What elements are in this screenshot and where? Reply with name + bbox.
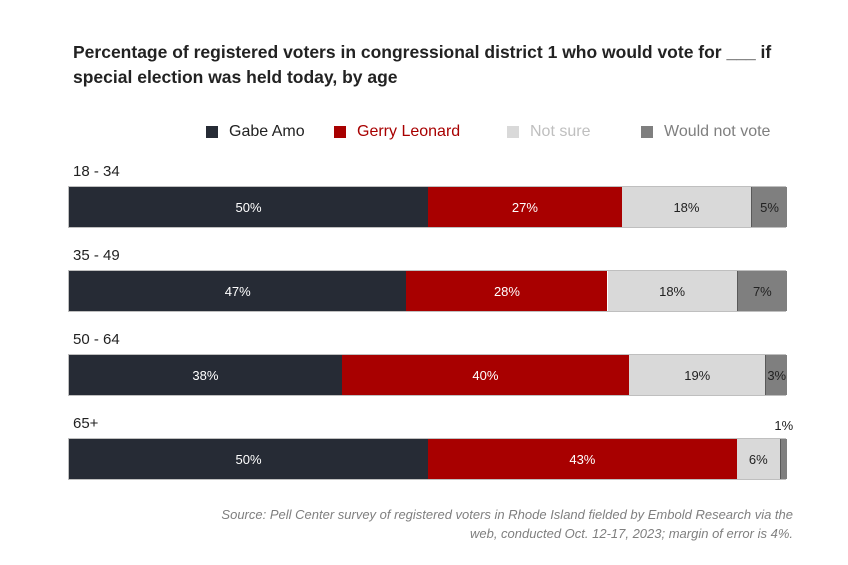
data-label: 1% — [774, 418, 794, 433]
bar-segment-gerry-leonard: 27% — [428, 187, 622, 227]
legend-label: Would not vote — [664, 123, 771, 140]
bar-segment-gerry-leonard: 43% — [428, 439, 737, 479]
category-label: 50 - 64 — [73, 331, 120, 348]
data-label: 5% — [760, 199, 779, 215]
bar-segment-would-not-vote: 3% — [765, 355, 787, 395]
bar-segment-gerry-leonard: 28% — [406, 271, 608, 311]
data-label: 18% — [659, 283, 686, 299]
bar-segment-gabe-amo: 50% — [69, 187, 428, 227]
bar-segment-gabe-amo: 47% — [69, 271, 407, 311]
chart-title: Percentage of registered voters in congr… — [73, 42, 772, 87]
bar-row: 47% 28% 18% 7% — [68, 270, 787, 312]
legend-swatch — [507, 126, 519, 138]
legend-item-not-sure: Not sure — [507, 122, 590, 142]
legend-label: Gerry Leonard — [357, 123, 461, 140]
bar-segment-not-sure: 18% — [621, 187, 752, 227]
legend-item-gerry-leonard: Gerry Leonard — [334, 122, 460, 142]
data-label: 47% — [224, 283, 251, 299]
bar-segment-not-sure: 6% — [736, 439, 780, 479]
bar-segment-gabe-amo: 50% — [69, 439, 428, 479]
legend-swatch — [334, 126, 346, 138]
bar-segment-gabe-amo: 38% — [69, 355, 342, 395]
legend-swatch — [206, 126, 218, 138]
bar-segment-would-not-vote — [779, 439, 787, 479]
bar-segment-not-sure: 19% — [629, 355, 766, 395]
data-label: 19% — [684, 367, 711, 383]
category-label: 35 - 49 — [73, 247, 120, 264]
legend-swatch — [641, 126, 653, 138]
data-label: 38% — [192, 367, 219, 383]
data-label: 50% — [235, 451, 262, 467]
category-label: 18 - 34 — [73, 163, 120, 180]
bar-segment-would-not-vote: 7% — [736, 271, 787, 311]
bar-segment-gerry-leonard: 40% — [341, 355, 630, 395]
data-label: 27% — [511, 199, 538, 215]
bar-segment-would-not-vote: 5% — [751, 187, 787, 227]
data-label: 3% — [767, 367, 787, 383]
bar-row: 50% 43% 6% — [68, 438, 787, 480]
category-label: 65+ — [73, 415, 99, 432]
legend: Gabe Amo Gerry Leonard Not sure Would not v… — [0, 0, 848, 160]
bar-segment-not-sure: 18% — [607, 271, 737, 311]
legend-label: Gabe Amo — [229, 123, 305, 140]
data-label: 6% — [748, 451, 768, 467]
data-label: 28% — [493, 283, 520, 299]
source-note: Source: Pell Center survey of registered… — [221, 507, 793, 541]
data-label: 18% — [673, 199, 700, 215]
data-label: 40% — [472, 367, 499, 383]
legend-item-gabe-amo: Gabe Amo — [206, 122, 305, 142]
legend-item-would-not-vote: Would not vote — [641, 122, 770, 142]
bar-row: 50% 27% 18% 5% — [68, 186, 787, 228]
data-label: 50% — [235, 199, 262, 215]
bar-row: 38% 40% 19% 3% — [68, 354, 787, 396]
data-label: 7% — [752, 283, 772, 299]
data-label: 43% — [569, 451, 596, 467]
legend-label: Not sure — [530, 123, 591, 140]
